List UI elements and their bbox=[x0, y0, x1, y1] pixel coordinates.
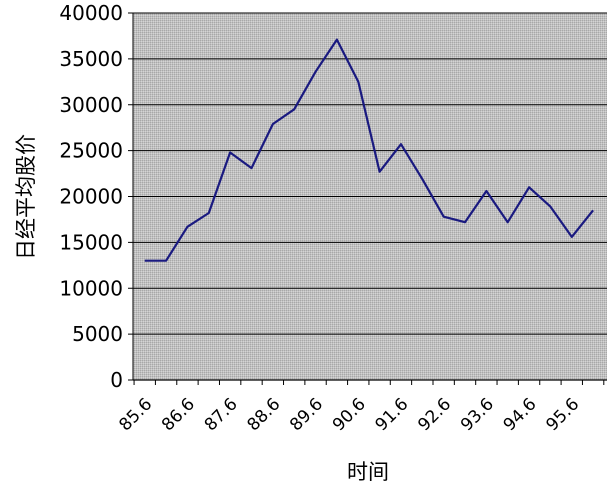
x-axis-ticks: 85.6 86.6 87.6 88.6 89.6 90.6 91.6 92.6 93.6 94.6… bbox=[115, 379, 607, 435]
x-tick-label: 95.6 bbox=[542, 394, 583, 435]
x-tick-label: 91.6 bbox=[372, 394, 413, 435]
y-axis-title: 日经平均股价 bbox=[14, 134, 38, 260]
x-axis-title: 时间 bbox=[347, 460, 389, 484]
y-tick-label: 30000 bbox=[59, 93, 123, 117]
x-tick-label: 87.6 bbox=[201, 394, 242, 435]
x-tick-label: 89.6 bbox=[286, 394, 327, 435]
y-tick-label: 25000 bbox=[59, 139, 123, 163]
x-tick-label: 94.6 bbox=[500, 394, 541, 435]
x-tick-label: 92.6 bbox=[414, 394, 455, 435]
y-tick-label: 0 bbox=[110, 368, 123, 392]
y-axis-ticks: 0 5000 10000 15000 20000 25000 30000 35000 40000 bbox=[59, 1, 134, 392]
y-tick-label: 35000 bbox=[59, 47, 123, 71]
series-line bbox=[144, 38, 594, 262]
x-tick-label: 86.6 bbox=[158, 394, 199, 435]
y-tick-label: 10000 bbox=[59, 276, 123, 300]
x-tick-label: 93.6 bbox=[457, 394, 498, 435]
y-tick-label: 40000 bbox=[59, 1, 123, 25]
y-tick-label: 15000 bbox=[59, 230, 123, 254]
x-tick-label: 90.6 bbox=[329, 394, 370, 435]
x-tick-label: 88.6 bbox=[243, 394, 284, 435]
x-tick-label: 85.6 bbox=[115, 394, 156, 435]
y-tick-label: 5000 bbox=[72, 322, 123, 346]
y-tick-label: 20000 bbox=[59, 185, 123, 209]
